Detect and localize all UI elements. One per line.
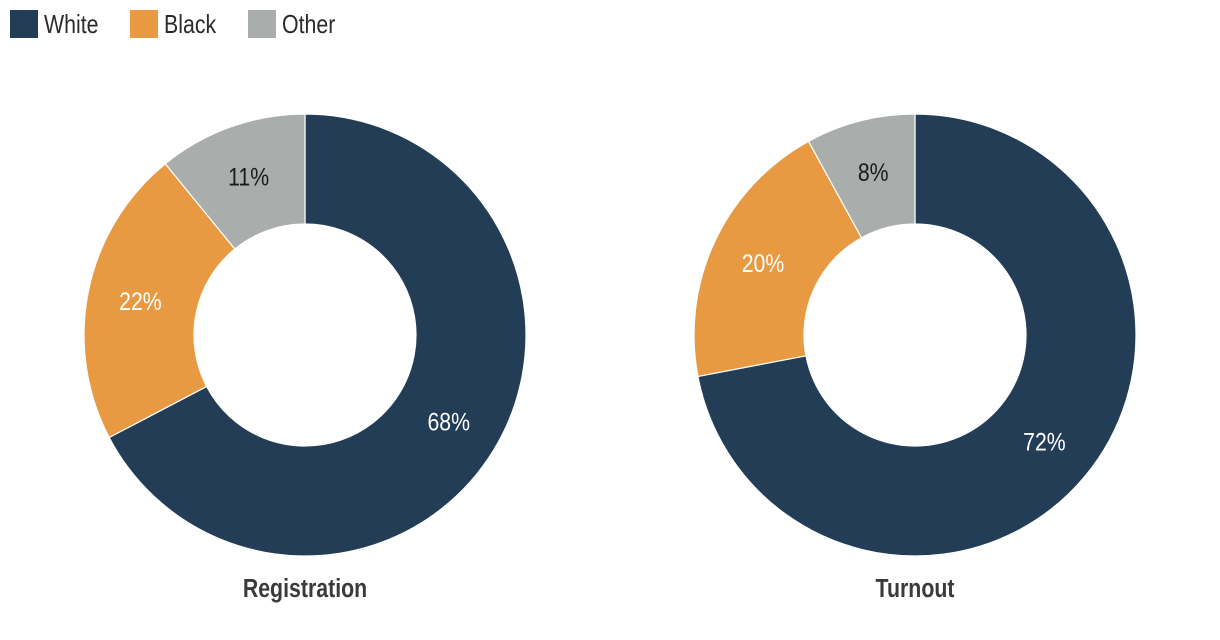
slice-label-other: 8% xyxy=(858,158,889,186)
slice-label-black: 20% xyxy=(742,249,785,277)
chart-title: Registration xyxy=(243,574,367,604)
legend-label-other: Other xyxy=(282,9,336,39)
donut-chart-registration: 68% 22% 11% Registration xyxy=(83,113,527,604)
donut-chart-turnout: 72% 20% 8% Turnout xyxy=(693,113,1137,604)
slice-other xyxy=(807,113,916,239)
chart-title: Turnout xyxy=(876,574,955,604)
chart-legend: White Black Other xyxy=(10,9,347,39)
legend-item-other: Other xyxy=(248,9,347,39)
slice-label-black: 22% xyxy=(119,287,162,315)
legend-swatch-other xyxy=(248,10,277,38)
slice-other xyxy=(164,113,306,250)
slice-black xyxy=(83,162,236,439)
slice-label-white: 68% xyxy=(427,408,470,436)
slice-white xyxy=(108,113,527,557)
legend-item-white: White xyxy=(10,9,110,39)
legend-label-black: Black xyxy=(164,9,217,39)
slice-black xyxy=(693,140,863,378)
slice-label-other: 11% xyxy=(228,163,269,191)
legend-label-white: White xyxy=(44,9,99,39)
legend-swatch-white xyxy=(10,10,38,38)
slice-label-white: 72% xyxy=(1023,428,1066,456)
legend-item-black: Black xyxy=(130,9,228,39)
slice-white xyxy=(697,113,1137,557)
legend-swatch-black xyxy=(130,10,159,38)
